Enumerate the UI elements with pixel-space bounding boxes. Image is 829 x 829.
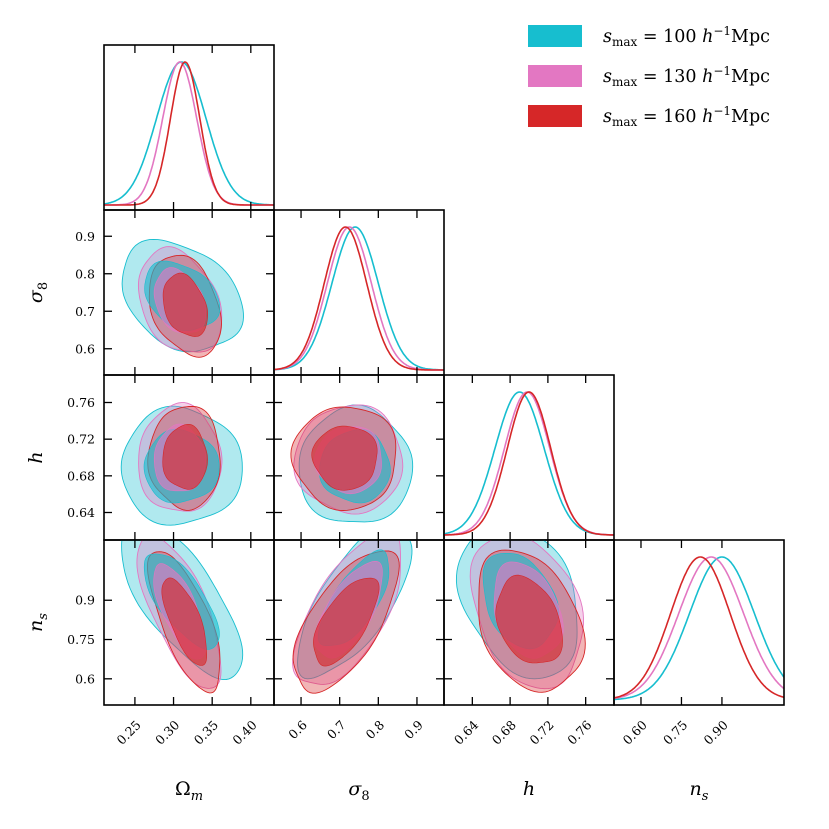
panel-h-h	[443, 374, 615, 541]
x-tick-label: 0.75	[660, 717, 690, 747]
panel-content	[292, 540, 413, 694]
contour68-h-ns-series-2	[495, 574, 563, 664]
panel-s8-s8	[273, 209, 445, 376]
panel-frame	[443, 374, 615, 541]
marginal-h-series-0	[444, 391, 614, 536]
panel-Om-h: 0.64 0.68 0.72 0.76	[67, 374, 275, 541]
panel-frame	[613, 539, 785, 706]
x-axis-label-s8: σ8	[348, 778, 369, 804]
marginal-ns-series-0	[614, 556, 784, 701]
panel-Om-Om	[103, 44, 275, 211]
y-tick-label: 0.68	[67, 468, 95, 483]
panel-content	[614, 556, 784, 701]
x-axis-label-ns: ns	[690, 778, 709, 804]
marginal-h-series-2	[444, 391, 614, 536]
y-tick-label: 0.7	[75, 304, 95, 319]
y-tick-label: 0.8	[75, 266, 95, 281]
marginal-s8-series-0	[274, 226, 444, 371]
panel-content	[104, 61, 274, 206]
panel-h-ns: 0.64 0.68 0.72 0.76	[443, 539, 615, 748]
y-tick-label: 0.72	[67, 432, 95, 447]
y-tick-label: 0.9	[75, 229, 95, 244]
y-tick-label: 0.75	[67, 632, 95, 647]
legend-swatch	[528, 65, 582, 87]
legend-swatch	[528, 25, 582, 47]
x-axis-label-h: h	[523, 778, 535, 800]
x-tick-label: 0.35	[191, 717, 221, 747]
y-axis-label-s8: σ8	[25, 282, 51, 303]
y-tick-label: 0.64	[67, 505, 95, 520]
panel-content	[455, 540, 586, 693]
marginal-s8-series-2	[274, 226, 444, 371]
panel-content	[121, 238, 244, 358]
x-tick-label: 0.8	[363, 717, 388, 742]
x-tick-label: 0.25	[114, 717, 144, 747]
panel-s8-ns: 0.6 0.7 0.8 0.9	[273, 539, 445, 742]
axis-labels: Ωm σ8 h ns σ8 h ns	[25, 282, 709, 804]
legend-item-0: smax = 100 h−1Mpc	[528, 24, 770, 49]
panel-content	[274, 226, 444, 371]
legend-swatch	[528, 105, 582, 127]
panel-s8-h	[273, 374, 445, 541]
x-tick-label: 0.40	[229, 717, 259, 747]
x-tick-label: 0.64	[451, 717, 481, 747]
y-tick-label: 0.6	[75, 341, 95, 356]
contour68-s8-h-series-2	[311, 425, 378, 491]
x-tick-label: 0.60	[620, 717, 650, 747]
x-tick-label: 0.30	[152, 717, 182, 747]
x-tick-label: 0.72	[526, 717, 556, 747]
y-tick-label: 0.6	[75, 671, 95, 686]
marginal-s8-series-1	[274, 226, 444, 371]
marginal-Om-series-1	[104, 61, 274, 206]
contour68-s8-ns-series-2	[313, 577, 380, 667]
x-tick-label: 0.76	[564, 717, 594, 747]
x-axis-label-Om: Ωm	[175, 778, 203, 804]
x-tick-label: 0.90	[701, 717, 731, 747]
marginal-h-series-1	[444, 391, 614, 536]
panel-Om-ns: 0.25 0.30 0.35 0.40 0.6 0.75 0.9	[67, 539, 275, 748]
x-tick-label: 0.7	[324, 717, 349, 742]
legend-item-1: smax = 130 h−1Mpc	[528, 64, 770, 89]
legend-label: smax = 100 h−1Mpc	[603, 24, 770, 49]
panel-content	[444, 391, 614, 536]
marginal-ns-series-2	[614, 556, 784, 699]
y-tick-label: 0.9	[75, 593, 95, 608]
contour68-Om-h-series-2	[162, 424, 208, 490]
panel-ns-ns: 0.60 0.75 0.90	[613, 539, 785, 748]
y-tick-label: 0.76	[67, 395, 95, 410]
corner-panels: 0.60.70.80.90.640.680.720.760.25 0.30 0.35…	[67, 44, 785, 748]
legend-label: smax = 130 h−1Mpc	[603, 64, 770, 89]
x-tick-label: 0.6	[285, 717, 310, 742]
x-tick-label: 0.9	[401, 717, 426, 742]
legend: smax = 100 h−1Mpc smax = 130 h−1Mpc smax =…	[528, 24, 770, 129]
y-axis-label-ns: ns	[25, 613, 51, 632]
panel-content	[120, 402, 243, 526]
contour68-Om-s8-series-2	[162, 272, 208, 337]
marginal-ns-series-1	[614, 556, 784, 700]
panel-content	[121, 540, 244, 694]
legend-item-2: smax = 160 h−1Mpc	[528, 104, 770, 129]
x-tick-label: 0.68	[489, 717, 519, 747]
panel-Om-s8: 0.6 0.7 0.8 0.9	[75, 209, 275, 376]
panel-frame	[273, 209, 445, 376]
legend-label: smax = 160 h−1Mpc	[603, 104, 770, 129]
y-axis-label-h: h	[25, 451, 47, 463]
panel-content	[290, 404, 414, 523]
marginal-Om-series-2	[104, 61, 274, 206]
contour68-Om-ns-series-2	[161, 577, 207, 666]
